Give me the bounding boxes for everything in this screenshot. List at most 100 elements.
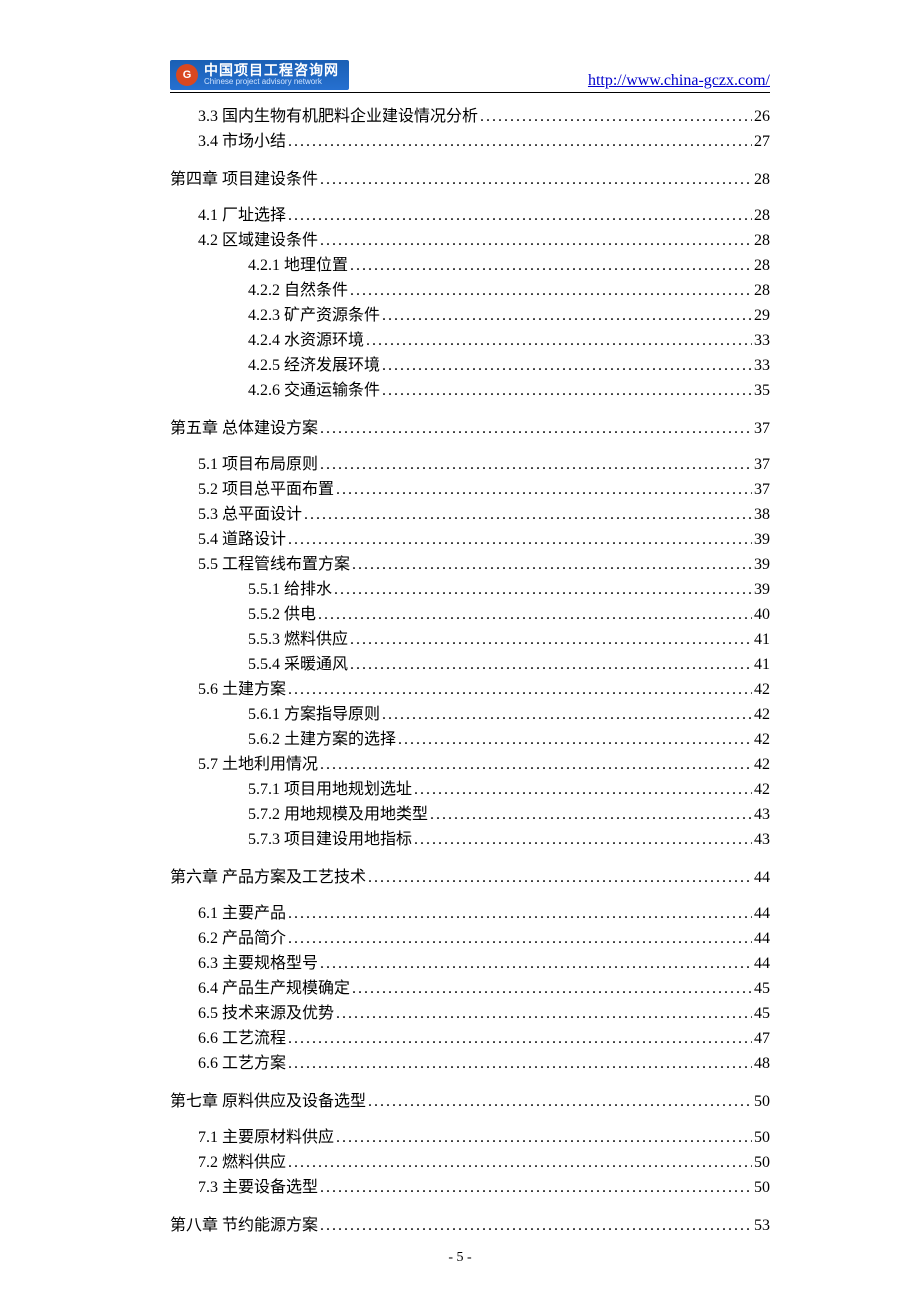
toc-entry[interactable]: 5.6.1 方案指导原则42	[170, 703, 770, 727]
toc-leader-dots	[382, 304, 752, 328]
toc-label: 第六章 产品方案及工艺技术	[170, 866, 366, 890]
toc-entry[interactable]: 第七章 原料供应及设备选型 50	[170, 1090, 770, 1114]
toc-page-number: 50	[754, 1090, 770, 1114]
toc-leader-dots	[350, 254, 752, 278]
toc-page-number: 33	[754, 329, 770, 353]
toc-label: 第八章 节约能源方案	[170, 1214, 318, 1238]
toc-page-number: 40	[754, 603, 770, 627]
toc-leader-dots	[320, 453, 752, 477]
toc-entry[interactable]: 5.2 项目总平面布置37	[170, 478, 770, 502]
toc-leader-dots	[288, 902, 752, 926]
toc-entry[interactable]: 5.4 道路设计39	[170, 528, 770, 552]
toc-label: 7.3 主要设备选型	[198, 1176, 318, 1200]
toc-leader-dots	[480, 105, 752, 129]
table-of-contents: 3.3 国内生物有机肥料企业建设情况分析 26 3.4 市场小结 27 第四章 项目建设…	[0, 105, 920, 1238]
toc-entry[interactable]: 第八章 节约能源方案53	[170, 1214, 770, 1238]
toc-entry[interactable]: 4.2.6 交通运输条件35	[170, 379, 770, 403]
toc-label: 4.2.4 水资源环境	[248, 329, 364, 353]
toc-entry[interactable]: 5.7.3 项目建设用地指标 43	[170, 828, 770, 852]
toc-leader-dots	[288, 1151, 752, 1175]
toc-leader-dots	[288, 204, 752, 228]
toc-label: 5.7.1 项目用地规划选址	[248, 778, 412, 802]
toc-label: 5.7 土地利用情况	[198, 753, 318, 777]
toc-label: 5.5 工程管线布置方案	[198, 553, 350, 577]
toc-entry[interactable]: 5.7 土地利用情况42	[170, 753, 770, 777]
toc-entry[interactable]: 第五章 总体建设方案37	[170, 417, 770, 441]
toc-label: 6.6 工艺方案	[198, 1052, 286, 1076]
toc-entry[interactable]: 5.1 项目布局原则37	[170, 453, 770, 477]
toc-label: 5.5.4 采暖通风	[248, 653, 348, 677]
toc-entry[interactable]: 7.1 主要原材料供应50	[170, 1126, 770, 1150]
toc-label: 7.1 主要原材料供应	[198, 1126, 334, 1150]
toc-entry[interactable]: 5.5 工程管线布置方案 39	[170, 553, 770, 577]
toc-entry[interactable]: 7.2 燃料供应50	[170, 1151, 770, 1175]
toc-entry[interactable]: 6.4 产品生产规模确定45	[170, 977, 770, 1001]
toc-entry[interactable]: 4.2.3 矿产资源条件29	[170, 304, 770, 328]
toc-entry[interactable]: 3.4 市场小结 27	[170, 130, 770, 154]
toc-leader-dots	[304, 503, 752, 527]
toc-entry[interactable]: 6.3 主要规格型号44	[170, 952, 770, 976]
toc-leader-dots	[318, 603, 752, 627]
page-number: - 5 -	[0, 1250, 920, 1266]
toc-label: 5.6.2 土建方案的选择	[248, 728, 396, 752]
logo-title-cn: 中国项目工程咨询网	[204, 63, 339, 78]
toc-leader-dots	[320, 1176, 752, 1200]
toc-label: 3.3 国内生物有机肥料企业建设情况分析	[198, 105, 478, 129]
toc-leader-dots	[352, 977, 752, 1001]
toc-entry[interactable]: 5.6 土建方案42	[170, 678, 770, 702]
toc-entry[interactable]: 4.2.1 地理位置 28	[170, 254, 770, 278]
toc-entry[interactable]: 4.2.5 经济发展环境33	[170, 354, 770, 378]
toc-page-number: 28	[754, 204, 770, 228]
toc-label: 5.5.2 供电	[248, 603, 316, 627]
toc-leader-dots	[320, 168, 752, 192]
toc-entry[interactable]: 5.3 总平面设计38	[170, 503, 770, 527]
toc-entry[interactable]: 第六章 产品方案及工艺技术44	[170, 866, 770, 890]
toc-label: 4.2.2 自然条件	[248, 279, 348, 303]
toc-entry[interactable]: 5.5.2 供电 40	[170, 603, 770, 627]
toc-page-number: 50	[754, 1176, 770, 1200]
toc-page-number: 27	[754, 130, 770, 154]
toc-entry[interactable]: 5.6.2 土建方案的选择42	[170, 728, 770, 752]
toc-page-number: 26	[754, 105, 770, 129]
toc-label: 5.7.3 项目建设用地指标	[248, 828, 412, 852]
toc-leader-dots	[430, 803, 752, 827]
toc-entry[interactable]: 6.1 主要产品44	[170, 902, 770, 926]
toc-entry[interactable]: 6.5 技术来源及优势45	[170, 1002, 770, 1026]
header-url-link[interactable]: http://www.china-gczx.com/	[588, 72, 770, 90]
toc-entry[interactable]: 5.5.4 采暖通风 41	[170, 653, 770, 677]
toc-page-number: 48	[754, 1052, 770, 1076]
toc-entry[interactable]: 3.3 国内生物有机肥料企业建设情况分析 26	[170, 105, 770, 129]
toc-leader-dots	[366, 329, 752, 353]
toc-page-number: 41	[754, 653, 770, 677]
toc-page-number: 28	[754, 254, 770, 278]
toc-entry[interactable]: 第四章 项目建设条件28	[170, 168, 770, 192]
toc-entry[interactable]: 6.6 工艺流程 47	[170, 1027, 770, 1051]
toc-leader-dots	[288, 528, 752, 552]
toc-label: 5.6.1 方案指导原则	[248, 703, 380, 727]
toc-page-number: 38	[754, 503, 770, 527]
toc-entry[interactable]: 5.5.1 给排水39	[170, 578, 770, 602]
toc-page-number: 43	[754, 828, 770, 852]
toc-entry[interactable]: 4.2 区域建设条件28	[170, 229, 770, 253]
toc-label: 6.6 工艺流程	[198, 1027, 286, 1051]
toc-label: 5.2 项目总平面布置	[198, 478, 334, 502]
toc-entry[interactable]: 6.2 产品简介44	[170, 927, 770, 951]
toc-leader-dots	[350, 653, 752, 677]
toc-entry[interactable]: 5.7.1 项目用地规划选址42	[170, 778, 770, 802]
toc-leader-dots	[368, 866, 752, 890]
toc-page-number: 28	[754, 229, 770, 253]
toc-entry[interactable]: 4.2.2 自然条件28	[170, 279, 770, 303]
toc-label: 第七章 原料供应及设备选型	[170, 1090, 366, 1114]
toc-page-number: 47	[754, 1027, 770, 1051]
toc-label: 5.5.3 燃料供应	[248, 628, 348, 652]
toc-page-number: 39	[754, 553, 770, 577]
toc-entry[interactable]: 4.1 厂址选择28	[170, 204, 770, 228]
toc-label: 3.4 市场小结	[198, 130, 286, 154]
toc-entry[interactable]: 6.6 工艺方案 48	[170, 1052, 770, 1076]
toc-entry[interactable]: 7.3 主要设备选型 50	[170, 1176, 770, 1200]
toc-entry[interactable]: 5.5.3 燃料供应41	[170, 628, 770, 652]
toc-entry[interactable]: 4.2.4 水资源环境 33	[170, 329, 770, 353]
toc-label: 4.2.1 地理位置	[248, 254, 348, 278]
toc-page-number: 28	[754, 168, 770, 192]
toc-entry[interactable]: 5.7.2 用地规模及用地类型43	[170, 803, 770, 827]
